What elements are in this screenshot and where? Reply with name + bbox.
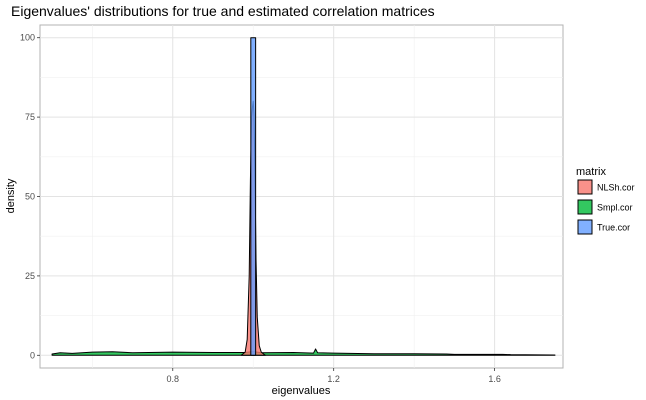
y-tick-label: 0	[30, 350, 35, 360]
x-axis-ticks: 0.8 1.2 1.6	[167, 368, 501, 384]
y-tick-label: 75	[25, 112, 35, 122]
legend-label: NLSh.cor	[597, 183, 635, 193]
chart-title: Eigenvalues' distributions for true and …	[11, 3, 435, 19]
legend-key-true-cor	[577, 219, 593, 235]
series-area-smpl-cor	[51, 348, 556, 356]
legend-label: Smpl.cor	[597, 203, 633, 213]
series-area-true-cor	[250, 37, 257, 356]
y-tick-label: 50	[25, 192, 35, 202]
y-axis-ticks: 0 25 50 75 100	[20, 33, 40, 360]
legend-title: matrix	[576, 166, 606, 178]
y-axis-title: density	[5, 178, 17, 213]
x-tick-label: 1.2	[327, 374, 340, 384]
x-tick-label: 0.8	[167, 374, 180, 384]
series-layer	[51, 37, 556, 356]
x-tick-label: 1.6	[488, 374, 501, 384]
legend-key-smpl-cor	[577, 199, 593, 215]
y-tick-label: 100	[20, 33, 35, 43]
legend-label: True.cor	[597, 223, 630, 233]
legend: matrix NLSh.cor Smpl.cor True.cor	[576, 166, 635, 235]
legend-key-nlsh-cor	[577, 179, 593, 195]
y-tick-label: 25	[25, 271, 35, 281]
x-axis-title: eigenvalues	[272, 385, 331, 397]
